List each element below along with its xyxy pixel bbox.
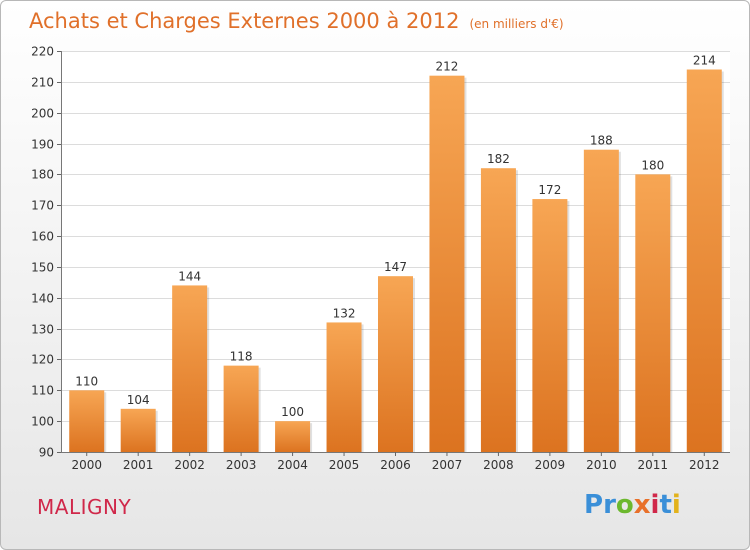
- chart-subtitle: (en milliers d'€): [469, 17, 564, 31]
- bar: [275, 421, 311, 452]
- bar: [223, 365, 259, 452]
- x-tick-label: 2000: [71, 458, 102, 472]
- bar: [326, 322, 362, 452]
- x-tick-label: 2012: [689, 458, 720, 472]
- y-tick-label: 160: [31, 230, 54, 244]
- bar-value-label: 100: [281, 405, 304, 419]
- bar: [172, 285, 208, 452]
- y-tick-label: 150: [31, 261, 54, 275]
- y-tick-label: 130: [31, 323, 54, 337]
- y-tick-label: 110: [31, 384, 54, 398]
- bar-value-label: 110: [75, 374, 98, 388]
- bar-value-label: 182: [487, 152, 510, 166]
- proxiti-logo[interactable]: Proxiti: [584, 490, 681, 520]
- y-tick-label: 140: [31, 292, 54, 306]
- y-tick-label: 200: [31, 107, 54, 121]
- bar-value-label: 147: [384, 260, 407, 274]
- x-tick-label: 2008: [483, 458, 514, 472]
- bar-value-label: 172: [538, 183, 561, 197]
- y-tick-label: 170: [31, 199, 54, 213]
- y-tick-label: 120: [31, 353, 54, 367]
- bar-value-label: 188: [590, 134, 613, 148]
- logo-letter: o: [615, 490, 634, 520]
- bar-value-label: 180: [641, 158, 664, 172]
- bar-value-label: 118: [230, 350, 253, 364]
- logo-letter: r: [603, 490, 616, 520]
- x-tick-label: 2009: [535, 458, 566, 472]
- title-text: Achats et Charges Externes 2000 à 2012: [29, 9, 460, 33]
- x-tick-label: 2007: [432, 458, 463, 472]
- chart-title: Achats et Charges Externes 2000 à 2012 (e…: [29, 9, 564, 33]
- x-tick-label: 2001: [123, 458, 154, 472]
- x-tick-label: 2004: [277, 458, 308, 472]
- y-tick-label: 90: [39, 446, 54, 460]
- bar-value-label: 144: [178, 269, 201, 283]
- bar: [583, 149, 619, 452]
- logo-letter: t: [659, 490, 672, 520]
- logo-letter: i: [650, 490, 660, 520]
- logo-letter: P: [584, 490, 604, 520]
- x-tick-label: 2011: [638, 458, 669, 472]
- bar: [532, 199, 568, 452]
- bar: [635, 174, 671, 452]
- bar-value-label: 104: [127, 393, 150, 407]
- x-tick-label: 2002: [174, 458, 205, 472]
- y-tick-label: 100: [31, 415, 54, 429]
- logo-letter: x: [633, 490, 651, 520]
- x-tick-label: 2010: [586, 458, 617, 472]
- y-tick-label: 220: [31, 45, 54, 59]
- bar: [429, 75, 465, 452]
- bar-value-label: 212: [436, 60, 459, 74]
- y-tick-label: 180: [31, 168, 54, 182]
- bar: [69, 390, 105, 452]
- bar: [480, 168, 516, 452]
- bar: [378, 276, 413, 452]
- bar: [686, 69, 722, 452]
- bar-value-label: 132: [333, 306, 356, 320]
- bar: [120, 408, 156, 452]
- town-name: MALIGNY: [37, 495, 132, 519]
- logo-letter: i: [671, 490, 681, 520]
- x-tick-label: 2005: [329, 458, 360, 472]
- x-tick-label: 2003: [226, 458, 257, 472]
- y-tick-label: 210: [31, 76, 54, 90]
- bar-value-label: 214: [693, 54, 716, 68]
- y-tick-label: 190: [31, 138, 54, 152]
- x-tick-label: 2006: [380, 458, 411, 472]
